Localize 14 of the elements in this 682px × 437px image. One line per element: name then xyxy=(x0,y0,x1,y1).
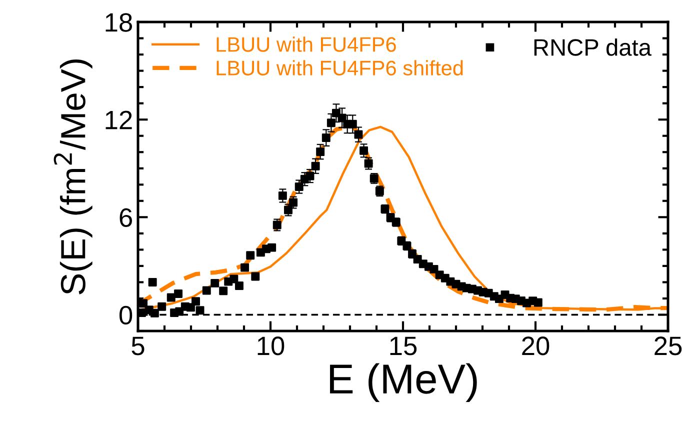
legend-label: LBUU with FU4FP6 shifted xyxy=(216,60,463,76)
x-tick-label: 10 xyxy=(258,336,284,356)
x-tick-label: 25 xyxy=(654,336,682,356)
x-tick-label: 15 xyxy=(390,336,417,356)
legend-label: RNCP data xyxy=(534,38,652,56)
y-tick-label: 12 xyxy=(106,110,132,130)
y-tick-label: 6 xyxy=(120,208,132,227)
legend-label: LBUU with FU4FP6 xyxy=(216,36,396,52)
y-tick-label: 0 xyxy=(119,306,132,325)
y-axis-title: S(E) (fm$^{2}$/MeV) xyxy=(54,60,92,294)
x-axis-title: E (MeV) xyxy=(330,363,477,402)
y-tick-label: 18 xyxy=(106,13,132,32)
x-tick-label: 20 xyxy=(522,336,550,356)
x-tick-label: 5 xyxy=(132,336,144,356)
